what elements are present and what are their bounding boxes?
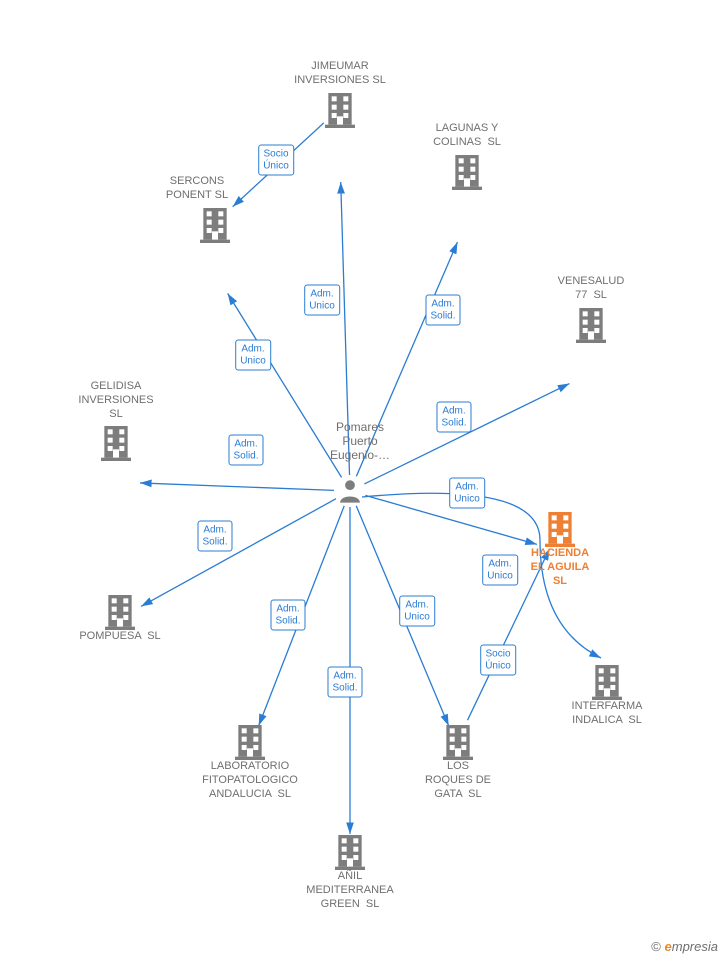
- building-icon: [447, 150, 487, 190]
- company-node-anil: AÑIL MEDITERRANEA GREEN SL: [280, 830, 420, 911]
- edge-label: Socio Único: [258, 145, 294, 176]
- building-icon: [320, 88, 360, 128]
- edge-label: Adm. Unico: [304, 285, 340, 316]
- company-node-pompuesa: POMPUESA SL: [50, 590, 190, 644]
- company-node-sercons: SERCONS PONENT SL: [145, 175, 285, 243]
- person-icon: [336, 477, 364, 505]
- edges-layer: [0, 0, 728, 960]
- company-node-jimeumar: JIMEUMAR INVERSIONES SL: [270, 60, 410, 128]
- edge-label: Adm. Solid.: [327, 667, 362, 698]
- edge-label: Adm. Unico: [449, 478, 485, 509]
- company-label: POMPUESA SL: [50, 630, 190, 644]
- building-icon: [330, 830, 370, 870]
- edge-label: Adm. Unico: [235, 340, 271, 371]
- company-node-venesalud: VENESALUD 77 SL: [521, 275, 661, 343]
- center-label: Pomares Puerto Eugenio-…: [330, 420, 390, 462]
- edge-label: Adm. Solid.: [436, 402, 471, 433]
- building-icon: [438, 720, 478, 760]
- company-node-gelidisa: GELIDISA INVERSIONES SL: [46, 380, 186, 461]
- company-label: LAGUNAS Y COLINAS SL: [397, 122, 537, 150]
- company-node-interfarma: INTERFARMA INDALICA SL: [537, 660, 677, 728]
- building-icon: [540, 507, 580, 547]
- building-icon: [571, 303, 611, 343]
- edge-label: Adm. Solid.: [228, 435, 263, 466]
- company-label: LOS ROQUES DE GATA SL: [388, 760, 528, 801]
- edge-label: Adm. Unico: [482, 555, 518, 586]
- building-icon: [96, 421, 136, 461]
- building-icon: [195, 203, 235, 243]
- company-label: SERCONS PONENT SL: [127, 175, 267, 203]
- brand-rest: mpresia: [672, 939, 718, 954]
- edge-label: Adm. Solid.: [270, 600, 305, 631]
- building-icon: [230, 720, 270, 760]
- edge-label: Adm. Solid.: [425, 295, 460, 326]
- copyright: © empresia: [651, 939, 718, 954]
- company-label: INTERFARMA INDALICA SL: [537, 700, 677, 728]
- brand-e: e: [665, 939, 672, 954]
- edge-label: Socio Único: [480, 645, 516, 676]
- company-node-laboratorio: LABORATORIO FITOPATOLOGICO ANDALUCIA SL: [180, 720, 320, 801]
- company-label: AÑIL MEDITERRANEA GREEN SL: [280, 870, 420, 911]
- company-node-lagunas: LAGUNAS Y COLINAS SL: [397, 122, 537, 190]
- company-node-losroques: LOS ROQUES DE GATA SL: [388, 720, 528, 801]
- company-label: JIMEUMAR INVERSIONES SL: [270, 60, 410, 88]
- center-node: [336, 477, 364, 505]
- diagram-canvas: Pomares Puerto Eugenio-… JIMEUMAR INVERSI…: [0, 0, 728, 960]
- company-label: VENESALUD 77 SL: [521, 275, 661, 303]
- company-label: LABORATORIO FITOPATOLOGICO ANDALUCIA SL: [180, 760, 320, 801]
- building-icon: [587, 660, 627, 700]
- edge-label: Adm. Unico: [399, 596, 435, 627]
- edge-label: Adm. Solid.: [197, 521, 232, 552]
- building-icon: [100, 590, 140, 630]
- copyright-symbol: ©: [651, 939, 661, 954]
- company-label: GELIDISA INVERSIONES SL: [46, 380, 186, 421]
